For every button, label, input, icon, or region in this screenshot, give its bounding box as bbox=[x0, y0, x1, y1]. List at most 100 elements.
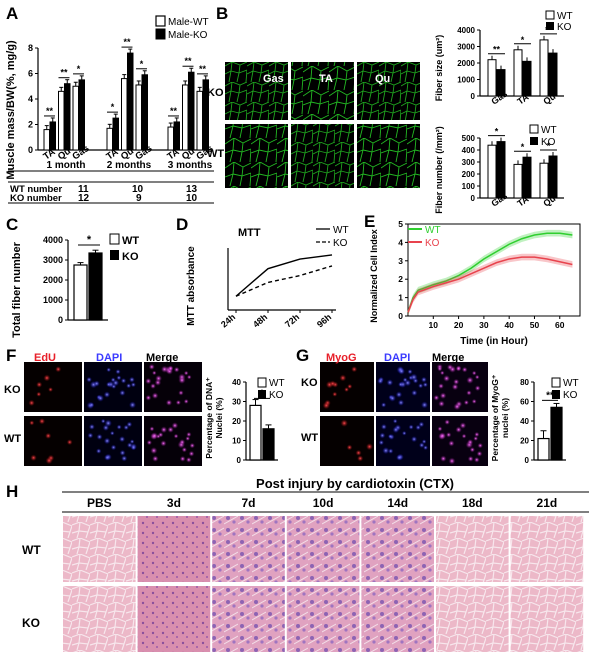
nucleus-dot bbox=[322, 401, 331, 410]
nucleus-dot bbox=[392, 418, 398, 424]
nucleus-dot bbox=[106, 367, 112, 373]
table-ko-2months: 9 bbox=[136, 193, 142, 204]
nucleus-dot bbox=[387, 448, 394, 454]
panel-a-ylabel: Muscle mass/BW(%, mg/g) bbox=[5, 40, 17, 180]
nucleus-dot bbox=[30, 454, 37, 462]
bnum-legend-wt: WT bbox=[541, 125, 557, 136]
nucleus-dot bbox=[344, 387, 350, 393]
bnum-bar bbox=[513, 163, 523, 199]
a-ytick-label: 4 bbox=[28, 94, 33, 104]
a-sig-mark: * bbox=[77, 64, 81, 74]
e-line-wt bbox=[407, 232, 573, 313]
nucleus-dot bbox=[443, 374, 451, 382]
histology-wt-10d bbox=[286, 516, 360, 582]
g-ylabel-1: Percentage of MyoG⁺ bbox=[490, 374, 500, 461]
table-row-label-ko: KO number bbox=[10, 193, 62, 204]
e-ytick-label: 3 bbox=[398, 256, 403, 266]
nucleus-dot bbox=[103, 437, 111, 445]
a-sig-mark: ** bbox=[60, 68, 68, 78]
g-bar bbox=[550, 406, 563, 461]
nucleus-dot bbox=[408, 424, 414, 430]
nucleus-dot bbox=[474, 431, 480, 438]
histology-wt-14d bbox=[361, 516, 434, 582]
nucleus-dot bbox=[185, 456, 192, 463]
nucleus-dot bbox=[477, 442, 484, 449]
nucleus-dot bbox=[388, 394, 397, 402]
nucleus-dot bbox=[466, 376, 474, 384]
nucleus-dot bbox=[167, 365, 174, 372]
bsize-legend-wt-swatch bbox=[545, 10, 555, 20]
nucleus-dot bbox=[103, 391, 111, 398]
nucleus-dot bbox=[474, 374, 480, 380]
bnum-ytick-label: 100 bbox=[462, 182, 476, 191]
nucleus-dot bbox=[89, 402, 95, 408]
histology-ko-14d bbox=[361, 586, 434, 652]
nucleus-dot bbox=[410, 373, 418, 381]
nucleus-dot bbox=[332, 391, 338, 397]
nucleus-dot bbox=[179, 455, 186, 462]
nucleus-dot bbox=[473, 436, 479, 441]
nucleus-dot bbox=[407, 369, 413, 375]
bnum-legend-ko: KO bbox=[541, 137, 556, 148]
panel-g-images bbox=[306, 362, 490, 466]
nucleus-dot bbox=[28, 399, 35, 407]
nucleus-dot bbox=[157, 432, 164, 438]
nucleus-dot bbox=[116, 375, 122, 381]
f-ytick-label: 40 bbox=[232, 378, 241, 387]
bsize-legend-ko-swatch bbox=[546, 22, 554, 30]
nucleus-dot bbox=[439, 392, 447, 400]
nucleus-dot bbox=[151, 392, 159, 400]
d-xtick-label: 24h bbox=[219, 312, 237, 330]
e-ytick-label: 0 bbox=[398, 311, 403, 321]
nucleus-dot bbox=[148, 363, 155, 370]
panel-g-chart: 0 20 40 60 80 ** Percentage of MyoG⁺ nuclei (… bbox=[490, 374, 579, 465]
nucleus-dot bbox=[152, 455, 159, 462]
f-ytick-label: 10 bbox=[232, 437, 241, 446]
nucleus-dot bbox=[93, 380, 100, 387]
h-col-pbs: PBS bbox=[87, 496, 112, 510]
bsize-sig-mark: * bbox=[521, 35, 525, 45]
histology-wt-18d bbox=[436, 516, 509, 582]
f-legend-ko-swatch bbox=[258, 390, 266, 399]
nucleus-dot bbox=[418, 383, 424, 389]
c-ytick-label: 3000 bbox=[43, 255, 63, 265]
nucleus-dot bbox=[110, 444, 117, 451]
table-ko-1month: 12 bbox=[78, 193, 90, 204]
nucleus-dot bbox=[474, 385, 481, 392]
legend-label-male-ko: Male-KO bbox=[168, 30, 208, 41]
f-bar bbox=[262, 428, 275, 461]
nucleus-dot bbox=[396, 454, 403, 461]
nucleus-dot bbox=[410, 436, 418, 443]
nucleus-dot bbox=[351, 366, 358, 373]
nucleus-dot bbox=[347, 383, 353, 390]
nucleus-dot bbox=[175, 399, 182, 406]
nucleus-dot bbox=[398, 381, 404, 388]
nucleus-dot bbox=[438, 400, 445, 408]
nucleus-dot bbox=[165, 399, 173, 406]
g-ytick-label: 20 bbox=[520, 437, 529, 446]
f-col-merge: Merge bbox=[146, 352, 179, 364]
f-ylabel-2: Nuclei (%) bbox=[214, 397, 224, 438]
a-bar bbox=[49, 121, 56, 151]
bnum-bar bbox=[496, 141, 506, 199]
nucleus-dot bbox=[386, 379, 394, 386]
nucleus-dot bbox=[329, 380, 336, 387]
bnum-ytick-label: 400 bbox=[462, 146, 476, 155]
nucleus-dot bbox=[119, 389, 126, 397]
nucleus-dot bbox=[150, 432, 159, 440]
h-row-wt: WT bbox=[22, 543, 41, 557]
nucleus-dot bbox=[440, 455, 447, 462]
table-wt-1month: 11 bbox=[78, 184, 89, 195]
bnum-ytick-label: 300 bbox=[462, 158, 476, 167]
nucleus-dot bbox=[128, 401, 137, 409]
nucleus-dot bbox=[151, 370, 157, 376]
histology-wt-pbs bbox=[63, 516, 136, 582]
micrograph-wt-gas bbox=[225, 124, 288, 188]
bsize-ytick-label: 4000 bbox=[457, 26, 475, 35]
bnum-ytick-label: 200 bbox=[462, 170, 476, 179]
nucleus-dot bbox=[357, 455, 364, 462]
nucleus-dot bbox=[120, 377, 127, 384]
nucleus-dot bbox=[340, 419, 349, 427]
bsize-bar bbox=[487, 59, 497, 97]
a-bar bbox=[182, 84, 189, 151]
